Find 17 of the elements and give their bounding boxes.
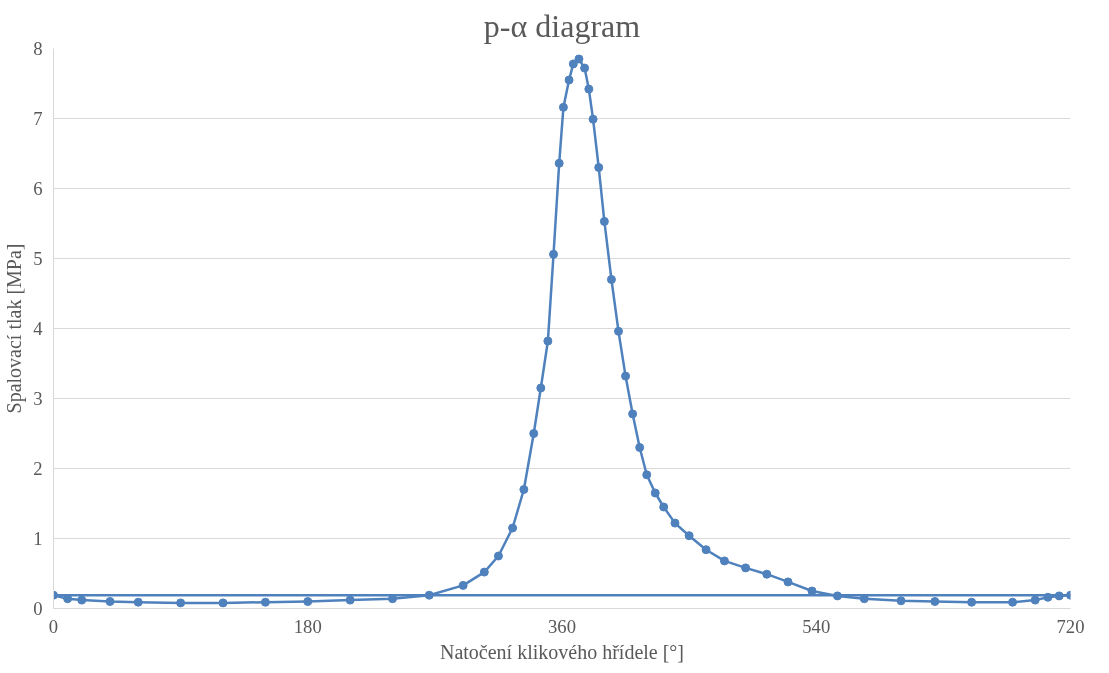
y-tick-label: 8 bbox=[33, 38, 43, 59]
y-tick-label: 7 bbox=[33, 108, 43, 129]
y-tick-label: 4 bbox=[33, 318, 44, 339]
y-tick-label: 3 bbox=[33, 388, 43, 409]
x-tick-label: 360 bbox=[548, 615, 576, 637]
x-tick-label: 180 bbox=[293, 615, 322, 637]
chart-title: p-α diagram bbox=[483, 7, 641, 44]
y-tick-label: 6 bbox=[33, 178, 43, 199]
y-tick-label: 0 bbox=[33, 598, 43, 619]
x-tick-label: 540 bbox=[802, 615, 831, 637]
y-tick-label: 5 bbox=[33, 248, 43, 269]
x-tick-label: 0 bbox=[48, 615, 59, 637]
x-axis-title: Natočení klikového hřídele [°] bbox=[439, 640, 685, 663]
y-axis-title: Spalovací tlak [MPa] bbox=[3, 243, 27, 414]
x-tick-label: 720 bbox=[1056, 615, 1085, 637]
y-tick-label: 1 bbox=[33, 528, 43, 549]
y-tick-label: 2 bbox=[33, 458, 43, 479]
